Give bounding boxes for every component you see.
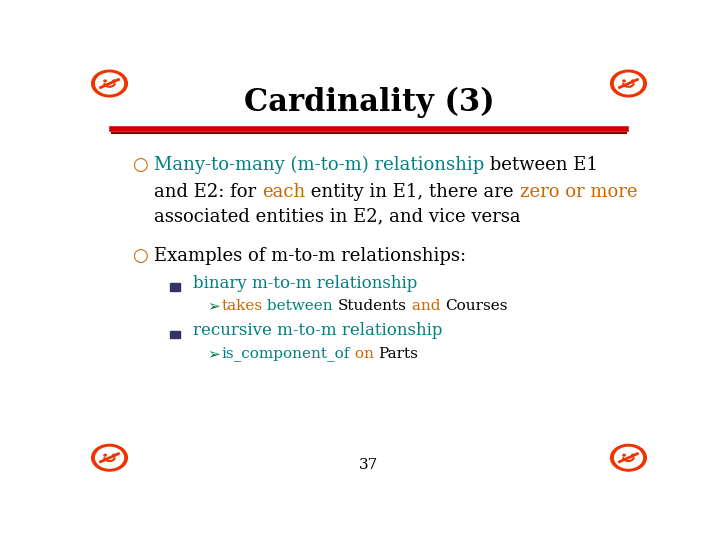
Bar <box>170 331 180 339</box>
Circle shape <box>611 70 647 97</box>
Text: and E2: for: and E2: for <box>154 183 262 201</box>
Circle shape <box>91 444 127 471</box>
Text: is_component_of: is_component_of <box>221 346 349 361</box>
Circle shape <box>615 73 642 94</box>
Circle shape <box>104 80 107 82</box>
Text: Students: Students <box>338 299 407 313</box>
Text: Examples of m-to-m relationships:: Examples of m-to-m relationships: <box>154 247 467 265</box>
Text: each: each <box>262 183 305 201</box>
Circle shape <box>631 80 634 82</box>
Text: Many-to-many (m-to-m) relationship: Many-to-many (m-to-m) relationship <box>154 156 485 174</box>
Text: 37: 37 <box>359 458 379 472</box>
Circle shape <box>631 454 634 456</box>
Text: between E1: between E1 <box>485 156 598 173</box>
Text: on: on <box>349 347 378 361</box>
Circle shape <box>91 70 127 97</box>
Text: Parts: Parts <box>378 347 418 361</box>
Circle shape <box>113 454 115 456</box>
Text: binary m-to-m relationship: binary m-to-m relationship <box>193 275 418 292</box>
Circle shape <box>623 80 625 82</box>
Text: and: and <box>407 299 445 313</box>
Circle shape <box>113 80 115 82</box>
Text: associated entities in E2, and vice versa: associated entities in E2, and vice vers… <box>154 207 521 226</box>
Circle shape <box>96 447 123 468</box>
Text: Cardinality (3): Cardinality (3) <box>243 86 495 118</box>
Text: between: between <box>262 299 338 313</box>
Circle shape <box>611 444 647 471</box>
Bar <box>170 283 180 291</box>
Text: recursive m-to-m relationship: recursive m-to-m relationship <box>193 322 443 340</box>
Text: Courses: Courses <box>445 299 508 313</box>
Text: ○: ○ <box>132 156 148 173</box>
Text: ➢: ➢ <box>207 346 220 361</box>
Text: zero or more: zero or more <box>520 183 637 201</box>
Text: ➢: ➢ <box>207 299 220 313</box>
Circle shape <box>96 73 123 94</box>
Circle shape <box>615 447 642 468</box>
Text: entity in E1, there are: entity in E1, there are <box>305 183 520 201</box>
Text: takes: takes <box>221 299 262 313</box>
Circle shape <box>623 454 625 456</box>
Circle shape <box>104 454 107 456</box>
Text: ○: ○ <box>132 247 148 265</box>
